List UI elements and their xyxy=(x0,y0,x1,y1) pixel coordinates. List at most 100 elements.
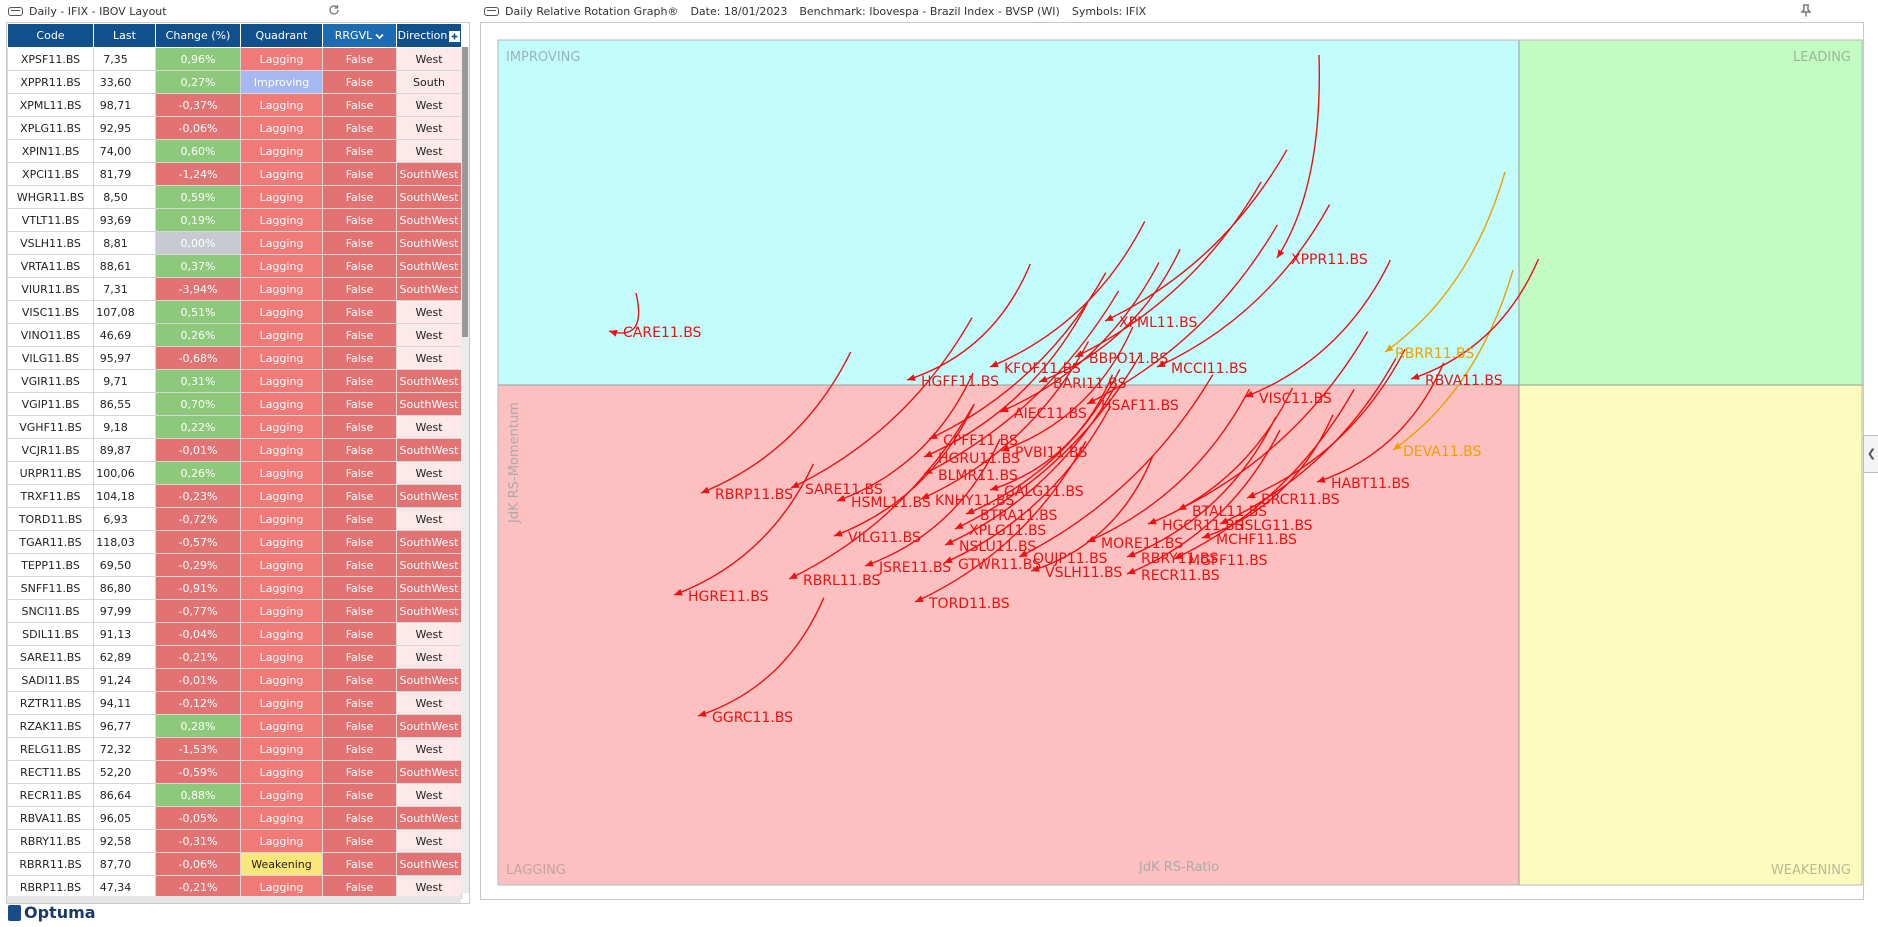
cell-change[interactable]: -1,53% xyxy=(155,737,241,761)
cell-code[interactable]: RZAK11.BS xyxy=(7,714,94,738)
rrg-symbol-label[interactable]: RECR11.BS xyxy=(1141,568,1220,584)
cell-rrgvl[interactable]: False xyxy=(322,162,397,186)
rrg-symbol-label[interactable]: RBRP11.BS xyxy=(715,487,793,503)
cell-direction[interactable]: SouthWest xyxy=(396,806,462,830)
rrg-symbol-label[interactable]: MGFF11.BS xyxy=(1188,553,1268,569)
cell-rrgvl[interactable]: False xyxy=(322,231,397,255)
cell-last[interactable]: 9,71 xyxy=(93,369,156,393)
cell-change[interactable]: -0,72% xyxy=(155,507,241,531)
cell-direction[interactable]: West xyxy=(396,691,462,715)
rrg-symbol-label[interactable]: HGCR11.BS xyxy=(1162,518,1244,534)
cell-quadrant[interactable]: Lagging xyxy=(240,737,323,761)
cell-code[interactable]: TGAR11.BS xyxy=(7,530,94,554)
cell-change[interactable]: -0,04% xyxy=(155,622,241,646)
cell-direction[interactable]: SouthWest xyxy=(396,392,462,416)
cell-last[interactable]: 95,97 xyxy=(93,346,156,370)
cell-change[interactable]: -0,01% xyxy=(155,668,241,692)
rrg-symbol-label[interactable]: PVBI11.BS xyxy=(1015,445,1087,461)
cell-rrgvl[interactable]: False xyxy=(322,346,397,370)
table-row[interactable]: SDIL11.BS 91,13 -0,04% Lagging False West xyxy=(7,622,462,646)
column-header-code[interactable]: Code xyxy=(7,23,94,48)
cell-change[interactable]: -0,05% xyxy=(155,806,241,830)
cell-last[interactable]: 46,69 xyxy=(93,323,156,347)
cell-code[interactable]: RECT11.BS xyxy=(7,760,94,784)
cell-quadrant[interactable]: Lagging xyxy=(240,369,323,393)
rrg-symbol-label[interactable]: HSLG11.BS xyxy=(1234,518,1313,534)
cell-direction[interactable]: West xyxy=(396,323,462,347)
cell-code[interactable]: XPLG11.BS xyxy=(7,116,94,140)
cell-code[interactable]: VGIR11.BS xyxy=(7,369,94,393)
cell-rrgvl[interactable]: False xyxy=(322,392,397,416)
cell-quadrant[interactable]: Lagging xyxy=(240,277,323,301)
cell-last[interactable]: 86,55 xyxy=(93,392,156,416)
cell-direction[interactable]: SouthWest xyxy=(396,668,462,692)
cell-rrgvl[interactable]: False xyxy=(322,254,397,278)
cell-direction[interactable]: SouthWest xyxy=(396,438,462,462)
cell-last[interactable]: 96,77 xyxy=(93,714,156,738)
cell-direction[interactable]: West xyxy=(396,47,462,71)
cell-change[interactable]: -0,21% xyxy=(155,645,241,669)
cell-last[interactable]: 69,50 xyxy=(93,553,156,577)
cell-change[interactable]: 0,26% xyxy=(155,323,241,347)
cell-quadrant[interactable]: Lagging xyxy=(240,185,323,209)
cell-quadrant[interactable]: Lagging xyxy=(240,461,323,485)
cell-rrgvl[interactable]: False xyxy=(322,185,397,209)
cell-change[interactable]: -0,29% xyxy=(155,553,241,577)
cell-last[interactable]: 91,13 xyxy=(93,622,156,646)
cell-change[interactable]: -0,01% xyxy=(155,438,241,462)
cell-direction[interactable]: West xyxy=(396,139,462,163)
cell-code[interactable]: RBRY11.BS xyxy=(7,829,94,853)
cell-last[interactable]: 9,18 xyxy=(93,415,156,439)
rrg-symbol-label[interactable]: HSML11.BS xyxy=(851,495,931,511)
cell-last[interactable]: 118,03 xyxy=(93,530,156,554)
cell-last[interactable]: 8,81 xyxy=(93,231,156,255)
cell-direction[interactable]: SouthWest xyxy=(396,714,462,738)
cell-change[interactable]: 0,27% xyxy=(155,70,241,94)
cell-code[interactable]: TEPP11.BS xyxy=(7,553,94,577)
rrg-symbol-label[interactable]: VSLH11.BS xyxy=(1045,565,1122,581)
cell-change[interactable]: 0,70% xyxy=(155,392,241,416)
cell-quadrant[interactable]: Lagging xyxy=(240,507,323,531)
cell-change[interactable]: 0,96% xyxy=(155,47,241,71)
cell-rrgvl[interactable]: False xyxy=(322,852,397,876)
cell-rrgvl[interactable]: False xyxy=(322,438,397,462)
cell-quadrant[interactable]: Lagging xyxy=(240,323,323,347)
cell-code[interactable]: VISC11.BS xyxy=(7,300,94,324)
cell-last[interactable]: 74,00 xyxy=(93,139,156,163)
cell-quadrant[interactable]: Lagging xyxy=(240,438,323,462)
cell-change[interactable]: 0,31% xyxy=(155,369,241,393)
table-row[interactable]: VGIR11.BS 9,71 0,31% Lagging False SouthWest xyxy=(7,369,462,393)
cell-last[interactable]: 72,32 xyxy=(93,737,156,761)
cell-quadrant[interactable]: Lagging xyxy=(240,93,323,117)
cell-quadrant[interactable]: Lagging xyxy=(240,576,323,600)
cell-rrgvl[interactable]: False xyxy=(322,576,397,600)
cell-last[interactable]: 81,79 xyxy=(93,162,156,186)
rrg-symbol-label[interactable]: SARE11.BS xyxy=(805,482,883,498)
rrg-symbol-label[interactable]: GALG11.BS xyxy=(1004,484,1084,500)
table-row[interactable]: TORD11.BS 6,93 -0,72% Lagging False West xyxy=(7,507,462,531)
cell-direction[interactable]: SouthWest xyxy=(396,760,462,784)
cell-code[interactable]: VCJR11.BS xyxy=(7,438,94,462)
rrg-symbol-label[interactable]: RBVA11.BS xyxy=(1425,373,1503,389)
cell-code[interactable]: XPPR11.BS xyxy=(7,70,94,94)
sort-chevron-down-icon[interactable] xyxy=(375,33,384,40)
table-row[interactable]: SADI11.BS 91,24 -0,01% Lagging False SouthWes… xyxy=(7,668,462,692)
column-header-rrgvl[interactable]: RRGVL xyxy=(322,23,397,48)
cell-change[interactable]: -3,94% xyxy=(155,277,241,301)
rrg-symbol-label[interactable]: RBRR11.BS xyxy=(1395,346,1474,362)
cell-direction[interactable]: SouthWest xyxy=(396,599,462,623)
cell-code[interactable]: SARE11.BS xyxy=(7,645,94,669)
cell-change[interactable]: -0,06% xyxy=(155,116,241,140)
cell-code[interactable]: RZTR11.BS xyxy=(7,691,94,715)
table-row[interactable]: SNCI11.BS 97,99 -0,77% Lagging False SouthWes… xyxy=(7,599,462,623)
rrg-symbol-label[interactable]: HGRU11.BS xyxy=(938,451,1020,467)
cell-code[interactable]: VILG11.BS xyxy=(7,346,94,370)
cell-rrgvl[interactable]: False xyxy=(322,369,397,393)
table-row[interactable]: XPLG11.BS 92,95 -0,06% Lagging False West xyxy=(7,116,462,140)
rrg-symbol-label[interactable]: VILG11.BS xyxy=(848,530,921,546)
cell-change[interactable]: -0,21% xyxy=(155,875,241,899)
cell-quadrant[interactable]: Lagging xyxy=(240,553,323,577)
cell-rrgvl[interactable]: False xyxy=(322,714,397,738)
cell-quadrant[interactable]: Lagging xyxy=(240,530,323,554)
cell-last[interactable]: 86,80 xyxy=(93,576,156,600)
